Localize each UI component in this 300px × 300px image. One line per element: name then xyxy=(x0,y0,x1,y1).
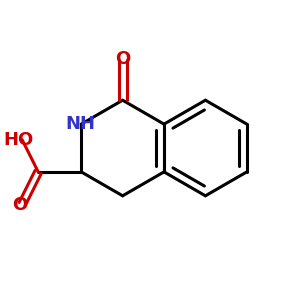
Text: HO: HO xyxy=(3,131,33,149)
Text: O: O xyxy=(13,196,28,214)
Text: O: O xyxy=(115,50,130,68)
Text: NH: NH xyxy=(65,115,95,133)
